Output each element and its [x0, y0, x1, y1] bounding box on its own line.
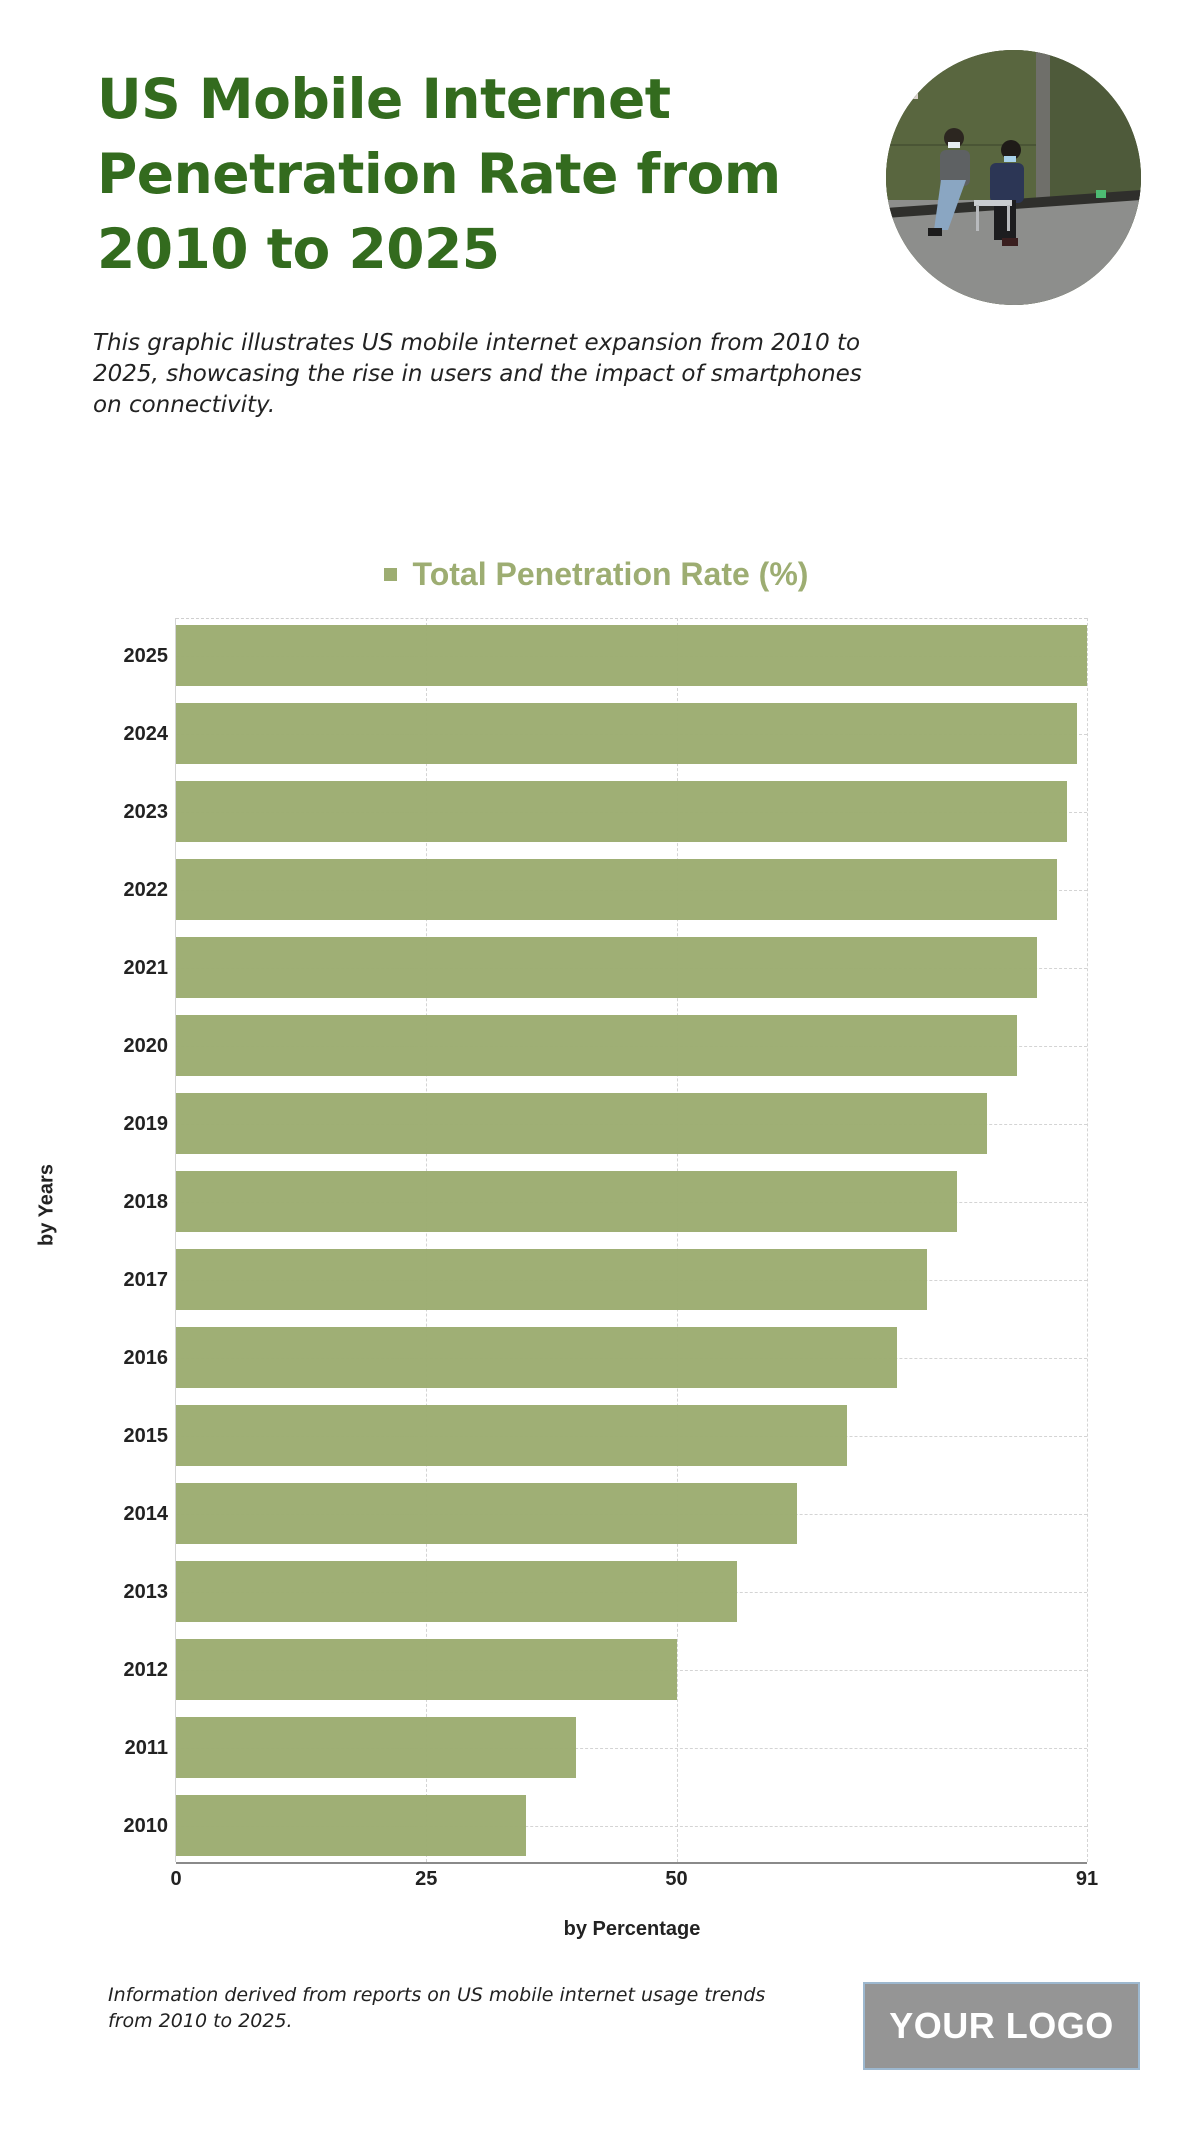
source-note: Information derived from reports on US m…: [108, 1984, 766, 2032]
bar-2014: [176, 1483, 797, 1544]
bar-2018: [176, 1171, 957, 1232]
x-axis-line: [176, 1862, 1087, 1864]
bar-2016: [176, 1327, 897, 1388]
bar-2010: [176, 1795, 527, 1856]
logo-placeholder: YOUR LOGO: [863, 1982, 1140, 2070]
bar-2025: [176, 625, 1087, 686]
x-axis-title: by Percentage: [563, 1918, 701, 1940]
plot-top-gridline: [176, 618, 1087, 619]
y-tick-label: 2010: [123, 1814, 169, 1837]
y-tick-label: 2019: [123, 1112, 169, 1135]
photo-illustration-icon: [886, 50, 1141, 305]
y-tick-label: 2012: [123, 1658, 169, 1681]
x-tick-label: 50: [665, 1868, 688, 1890]
y-axis-title: by Years: [35, 1164, 58, 1246]
y-tick-label: 2018: [123, 1190, 169, 1213]
bar-2024: [176, 703, 1077, 764]
bar-2020: [176, 1015, 1017, 1076]
y-tick-label: 2014: [123, 1502, 169, 1525]
title-line-1: US Mobile Internet: [97, 67, 671, 131]
title-line-3: 2010 to 2025: [97, 217, 500, 281]
y-tick-label: 2013: [123, 1580, 169, 1603]
subtitle: This graphic illustrates US mobile inter…: [93, 330, 862, 418]
x-tick-label: 0: [170, 1868, 182, 1890]
y-tick-label: 2015: [123, 1424, 169, 1447]
horizontal-gridline: [176, 1747, 1087, 1749]
y-tick-label: 2016: [123, 1346, 169, 1369]
y-tick-label: 2017: [123, 1268, 169, 1291]
y-tick-label: 2025: [123, 644, 169, 667]
title-line-2: Penetration Rate from: [97, 142, 781, 206]
bar-2015: [176, 1405, 847, 1466]
y-tick-label: 2023: [123, 800, 169, 823]
bar-2021: [176, 937, 1037, 998]
vertical-gridline: [676, 618, 678, 1862]
page-title: US Mobile Internet Penetration Rate from…: [97, 62, 857, 287]
bar-2023: [176, 781, 1067, 842]
x-tick-label: 91: [1075, 1868, 1099, 1890]
bar-2022: [176, 859, 1057, 920]
logo-text: YOUR LOGO: [889, 2005, 1114, 2046]
y-tick-label: 2024: [123, 722, 169, 745]
vertical-gridline: [1087, 618, 1088, 1862]
y-tick-label: 2011: [124, 1736, 168, 1759]
y-axis-line: [175, 618, 176, 1862]
bar-2013: [176, 1561, 737, 1622]
y-tick-label: 2022: [123, 878, 169, 901]
legend-square-icon: [383, 568, 397, 581]
chart-legend: Total Penetration Rate (%): [0, 556, 1200, 593]
bar-2019: [176, 1093, 987, 1154]
vertical-gridline: [426, 618, 428, 1862]
bar-2011: [176, 1717, 577, 1778]
chart-plot-area: [175, 618, 1088, 1864]
y-tick-label: 2021: [123, 956, 169, 979]
bar-2017: [176, 1249, 927, 1310]
y-tick-label: 2020: [123, 1034, 169, 1057]
x-tick-label: 25: [415, 1868, 438, 1890]
horizontal-gridline: [176, 1825, 1087, 1827]
legend-label: Total Penetration Rate (%): [412, 556, 809, 592]
header-photo: [886, 50, 1141, 305]
bar-2012: [176, 1639, 677, 1700]
